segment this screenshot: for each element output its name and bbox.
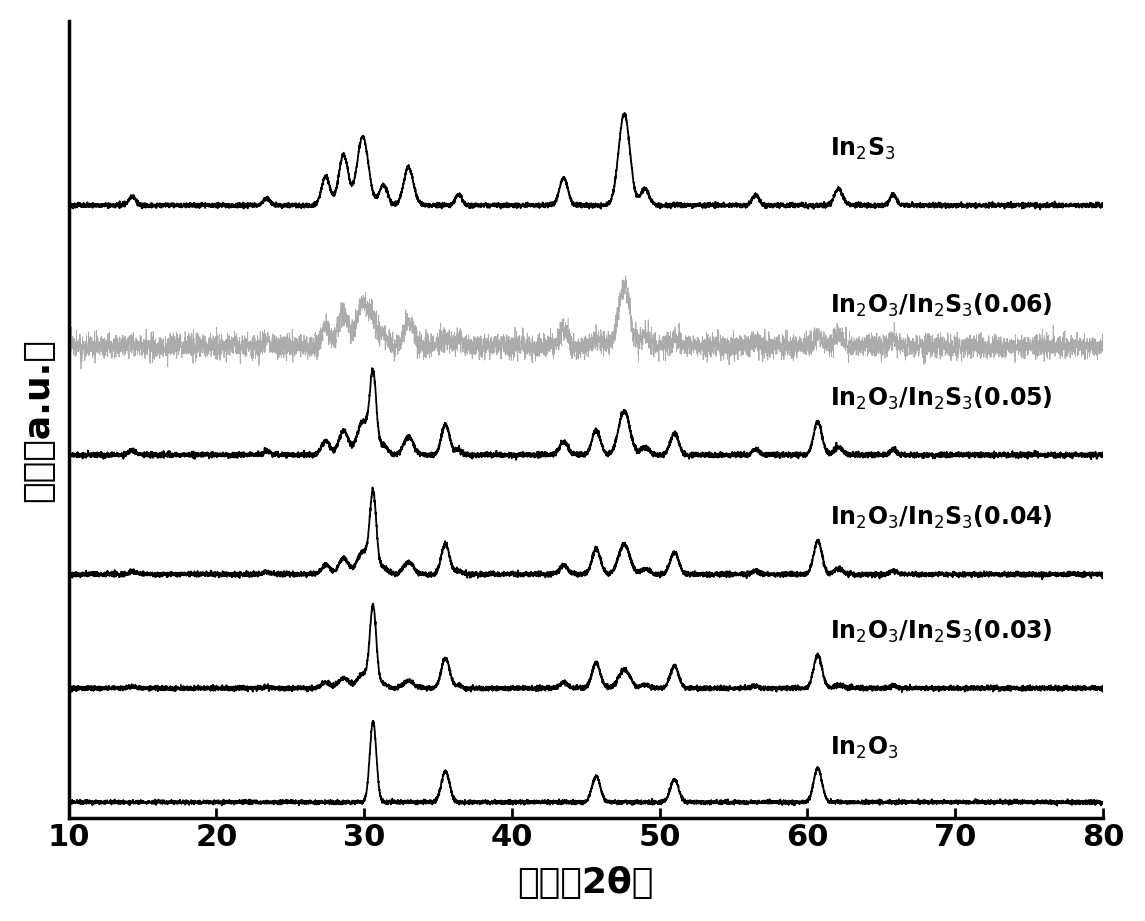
Y-axis label: 强度（a.u.）: 强度（a.u.）: [21, 338, 55, 502]
Text: In$_2$O$_3$/In$_2$S$_3$(0.05): In$_2$O$_3$/In$_2$S$_3$(0.05): [830, 385, 1052, 412]
Text: In$_2$S$_3$: In$_2$S$_3$: [830, 135, 895, 162]
Text: In$_2$O$_3$/In$_2$S$_3$(0.04): In$_2$O$_3$/In$_2$S$_3$(0.04): [830, 504, 1052, 531]
X-axis label: 角度（2θ）: 角度（2θ）: [518, 866, 654, 900]
Text: In$_2$O$_3$: In$_2$O$_3$: [830, 735, 898, 761]
Text: In$_2$O$_3$/In$_2$S$_3$(0.03): In$_2$O$_3$/In$_2$S$_3$(0.03): [830, 618, 1052, 646]
Text: In$_2$O$_3$/In$_2$S$_3$(0.06): In$_2$O$_3$/In$_2$S$_3$(0.06): [830, 292, 1052, 319]
